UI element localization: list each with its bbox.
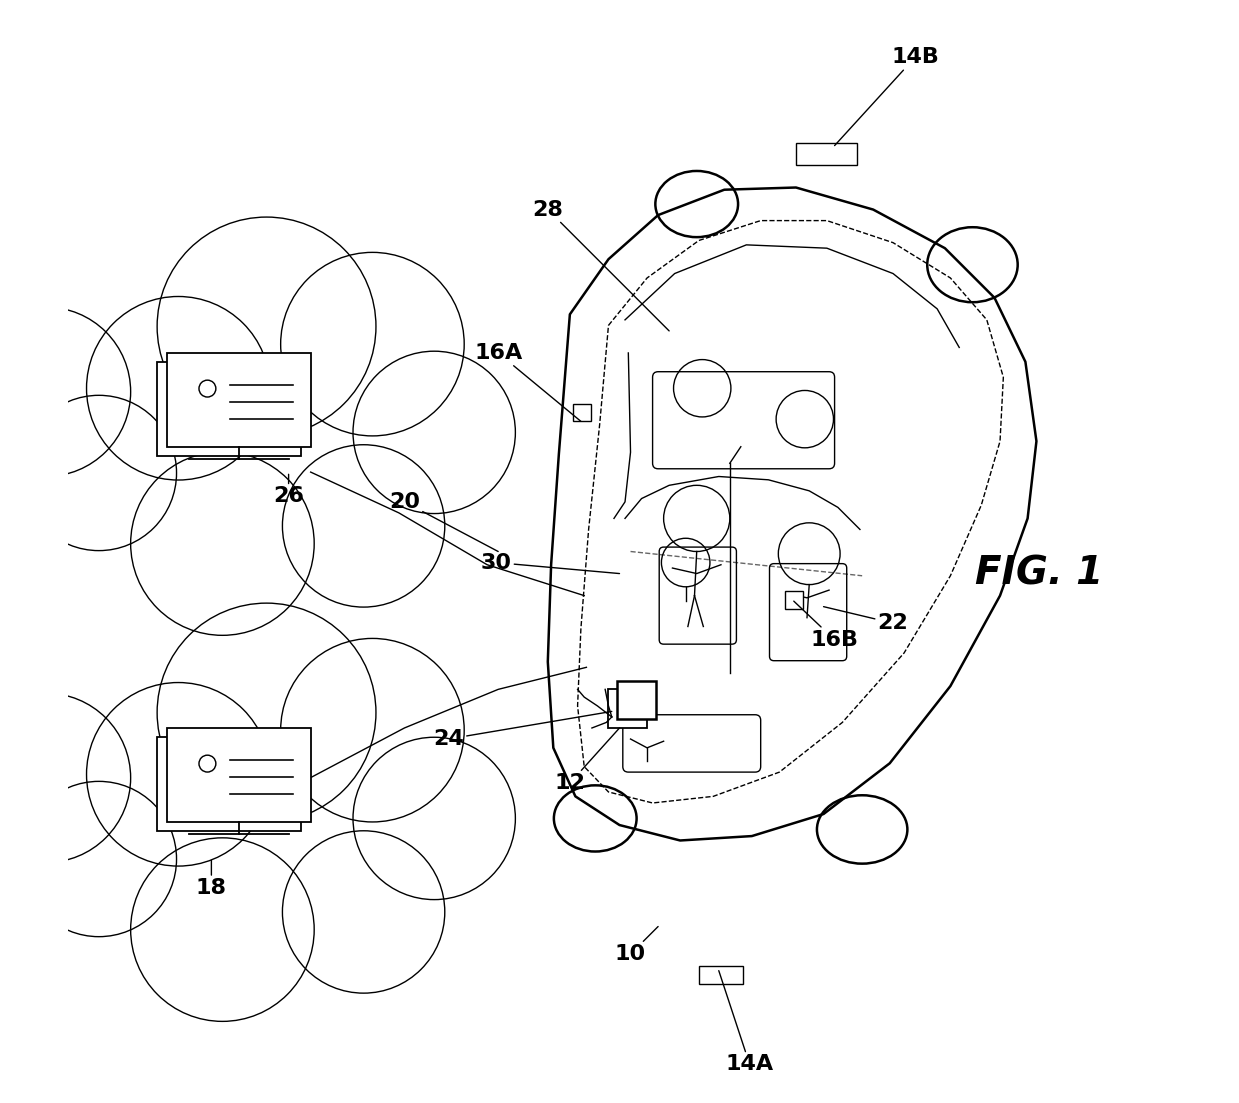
Bar (617, 681, 655, 719)
Text: 16A: 16A (475, 343, 581, 421)
Text: 28: 28 (533, 200, 669, 331)
Text: 22: 22 (824, 607, 908, 633)
Circle shape (282, 831, 445, 993)
Text: 24: 24 (434, 711, 612, 749)
Circle shape (157, 603, 375, 822)
Bar (699, 966, 743, 984)
Bar (167, 728, 311, 822)
Text: 10: 10 (615, 927, 658, 964)
Circle shape (282, 445, 445, 607)
Text: FIG. 1: FIG. 1 (975, 555, 1103, 592)
Bar (574, 404, 591, 421)
Bar (608, 689, 647, 728)
Circle shape (0, 307, 130, 476)
Bar (786, 591, 803, 609)
Text: 16B: 16B (794, 601, 859, 650)
Bar (157, 362, 301, 457)
Circle shape (130, 452, 315, 635)
Circle shape (353, 351, 515, 514)
Text: 30: 30 (481, 553, 620, 574)
Text: 14A: 14A (719, 971, 773, 1074)
Bar (167, 353, 311, 447)
Text: 20: 20 (389, 492, 498, 552)
Circle shape (87, 297, 270, 480)
Circle shape (130, 838, 315, 1021)
Bar (795, 143, 856, 165)
Circle shape (281, 639, 465, 822)
Circle shape (21, 395, 176, 550)
Circle shape (157, 217, 375, 436)
Circle shape (87, 683, 270, 866)
Bar (157, 737, 301, 832)
Circle shape (353, 737, 515, 900)
Text: 12: 12 (554, 728, 620, 793)
Circle shape (0, 693, 130, 863)
Text: 18: 18 (196, 860, 227, 898)
Text: 26: 26 (273, 474, 304, 506)
Text: 14B: 14B (835, 47, 939, 146)
Circle shape (21, 781, 176, 936)
Circle shape (281, 253, 465, 436)
